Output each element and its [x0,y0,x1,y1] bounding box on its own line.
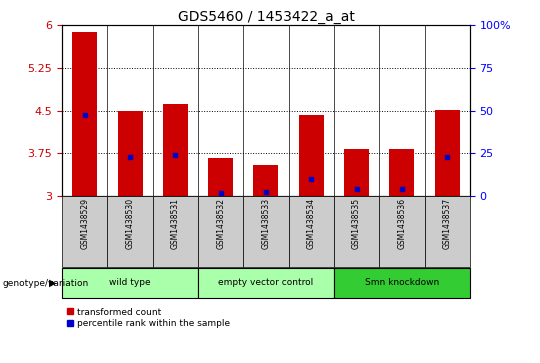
Bar [72,32,97,196]
Text: GSM1438530: GSM1438530 [126,198,134,249]
Text: GSM1438531: GSM1438531 [171,198,180,249]
Text: genotype/variation: genotype/variation [3,279,89,287]
Title: GDS5460 / 1453422_a_at: GDS5460 / 1453422_a_at [178,11,354,24]
Bar [299,115,323,196]
Legend: transformed count, percentile rank within the sample: transformed count, percentile rank withi… [66,307,231,328]
Bar [389,150,414,196]
Bar [334,196,379,267]
Text: GSM1438529: GSM1438529 [80,198,89,249]
Text: GSM1438532: GSM1438532 [216,198,225,249]
Bar [379,196,424,267]
Text: GSM1438533: GSM1438533 [261,198,271,249]
Text: GSM1438534: GSM1438534 [307,198,316,249]
Bar [198,269,334,298]
Text: empty vector control: empty vector control [218,278,314,287]
Bar [62,196,107,267]
Bar [163,104,188,196]
Bar [424,196,470,267]
Bar [334,269,470,298]
Bar [244,196,288,267]
Text: wild type: wild type [109,278,151,287]
Bar [208,158,233,196]
Text: GSM1438537: GSM1438537 [443,198,451,249]
Text: ▶: ▶ [49,278,57,288]
Bar [62,269,198,298]
Bar [118,111,143,196]
Bar [288,196,334,267]
Bar [344,150,369,196]
Bar [153,196,198,267]
Bar [435,110,460,196]
Bar [253,165,279,196]
Text: GSM1438536: GSM1438536 [397,198,406,249]
Bar [107,196,153,267]
Text: GSM1438535: GSM1438535 [352,198,361,249]
Text: Smn knockdown: Smn knockdown [364,278,439,287]
Bar [198,196,244,267]
